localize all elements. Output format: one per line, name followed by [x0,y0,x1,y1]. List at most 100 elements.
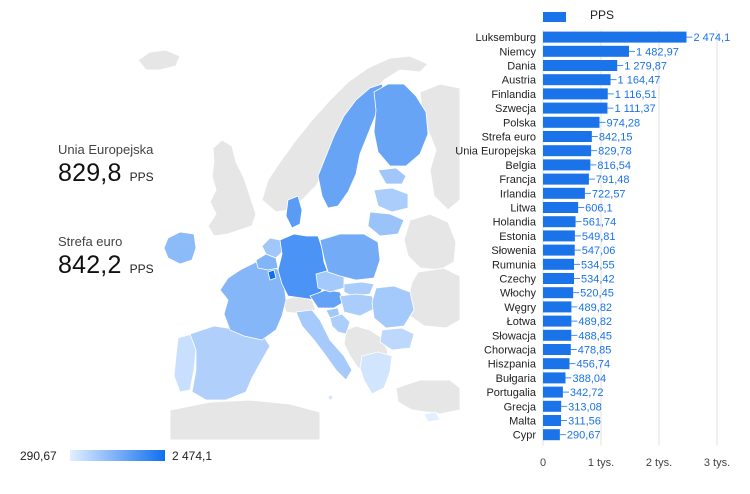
bar[interactable] [543,258,575,270]
map-region-bulgaria[interactable] [379,327,415,351]
bar-row-austria[interactable]: Austria 1 164,47 [502,74,661,87]
bar-row-francja[interactable]: Francja 791,48 [499,173,630,187]
map-country-belarus [403,213,457,271]
bar-row-malta[interactable]: Malta 311,56 [509,415,601,428]
bar-row-unia-europejska[interactable]: Unia Europejska 829,78 [455,145,632,158]
map-region-finlandia[interactable] [373,83,429,167]
bar[interactable] [543,372,566,384]
map-region-polska[interactable] [319,233,381,281]
bar-row-portugalia[interactable]: Portugalia 342,72 [486,386,604,400]
bar-value-label: 488,45 [578,330,612,342]
bar-row-irlandia[interactable]: Irlandia 722,57 [500,187,626,201]
bar[interactable] [543,315,572,327]
bar-row-chorwacja[interactable]: Chorwacja 478,85 [484,344,611,357]
map-region-lotwa[interactable] [373,187,409,213]
bar-value-label: 791,48 [596,174,630,186]
bar-row-lotwa[interactable]: Łotwa 489,82 [507,315,612,329]
bar[interactable] [543,344,571,355]
map-region-francja[interactable] [219,261,287,341]
europe-choropleth-map[interactable] [0,0,460,440]
bar-category-label: Słowenia [491,245,537,257]
bar-row-cypr[interactable]: Cypr 290,67 [513,429,601,442]
map-region-grecja[interactable] [359,351,393,395]
bar[interactable] [543,159,591,171]
bar-row-dania[interactable]: Dania 1 279,87 [507,60,667,73]
bar-row-niemcy[interactable]: Niemcy 1 482,97 [499,45,679,59]
bar[interactable] [543,131,592,142]
bar-value-label: 547,06 [582,245,616,257]
bar[interactable] [543,31,687,43]
bar-row-holandia[interactable]: Holandia 561,74 [493,216,617,229]
bar-category-label: Słowacja [492,330,537,342]
bar-row-szwecja[interactable]: Szwecja 1 111,37 [495,102,656,116]
bar[interactable] [543,244,575,256]
bar[interactable] [543,429,560,441]
bar[interactable] [543,301,572,313]
bar[interactable] [543,187,585,199]
bar[interactable] [543,273,574,284]
bar[interactable] [543,60,618,71]
map-legend-gradient [70,450,165,461]
map-region-luksemburg[interactable] [267,269,277,281]
bar[interactable] [543,116,600,128]
bar[interactable] [543,329,572,341]
map-region-wegry[interactable] [339,293,377,317]
bar[interactable] [543,202,579,213]
map-country-uk [207,139,257,237]
bar-row-belgia[interactable]: Belgia 816,54 [505,159,631,172]
bar[interactable] [543,400,562,412]
bar-row-grecja[interactable]: Grecja 313,08 [504,400,602,414]
bar-row-slowenia[interactable]: Słowenia 547,06 [491,244,616,258]
bar[interactable] [543,173,589,185]
map-region-irlandia[interactable] [163,231,197,265]
bar-row-strefa-euro[interactable]: Strefa euro 842,15 [482,131,633,144]
bar-row-rumunia[interactable]: Rumunia 534,55 [492,258,615,272]
bar[interactable] [543,415,562,426]
bar-row-finlandia[interactable]: Finlandia 1 116,51 [491,88,657,101]
bar-row-estonia[interactable]: Estonia 549,81 [499,230,616,243]
bar[interactable] [543,145,592,157]
bar-row-bulgaria[interactable]: Bułgaria 388,04 [496,372,607,385]
map-region-chorwacja[interactable] [329,313,351,335]
map-country-norway [261,55,429,213]
map-region-estonia[interactable] [377,167,407,185]
bar[interactable] [543,74,611,86]
bar-rows: Luksemburg 2 474,1 Niemcy 1 482,97 Dania 1 27… [455,31,730,442]
bar[interactable] [543,386,563,398]
map-region-cypr[interactable] [423,411,441,423]
bar[interactable] [543,88,608,100]
bar-row-luksemburg[interactable]: Luksemburg 2 474,1 [475,31,730,44]
bar-x-tick-label: 3 tys. [704,457,730,469]
map-regions[interactable] [163,83,441,423]
map-region-dania[interactable] [285,195,303,229]
kpi-euro-area-label: Strefa euro [58,234,123,249]
bar[interactable] [543,230,575,242]
map-region-rumunia[interactable] [371,285,415,329]
bar-value-label: 489,82 [578,316,612,328]
bar-category-label: Irlandia [500,188,537,200]
kpi-euro-area-value: 842,2 [58,251,122,279]
map-region-wlochy[interactable] [295,309,353,381]
bar-legend-label: PPS [590,8,614,22]
bar-row-litwa[interactable]: Litwa 606,1 [510,202,613,215]
bar-row-slowacja[interactable]: Słowacja 488,45 [492,329,612,343]
bar-value-label: 290,67 [567,430,601,442]
bar[interactable] [543,358,570,370]
map-region-slowacja[interactable] [343,281,375,297]
bar[interactable] [543,102,608,114]
bar-x-tick-label: 0 [540,457,546,469]
map-region-malta[interactable] [327,394,334,401]
bar-row-wegry[interactable]: Węgry 489,82 [504,301,612,314]
map-region-portugalia[interactable] [173,333,197,393]
bar-row-czechy[interactable]: Czechy 534,42 [499,273,615,286]
map-region-litwa[interactable] [367,211,405,237]
bar-row-hiszpania[interactable]: Hiszpania 456,74 [488,358,610,371]
bar-row-wlochy[interactable]: Włochy 520,45 [500,287,614,300]
bar[interactable] [543,45,630,57]
bar-row-polska[interactable]: Polska 974,28 [503,116,640,130]
bar[interactable] [543,287,574,299]
bar-category-label: Chorwacja [484,345,537,357]
bar-category-label: Estonia [499,231,537,243]
bar-value-label: 606,1 [585,203,613,215]
bar[interactable] [543,216,576,228]
